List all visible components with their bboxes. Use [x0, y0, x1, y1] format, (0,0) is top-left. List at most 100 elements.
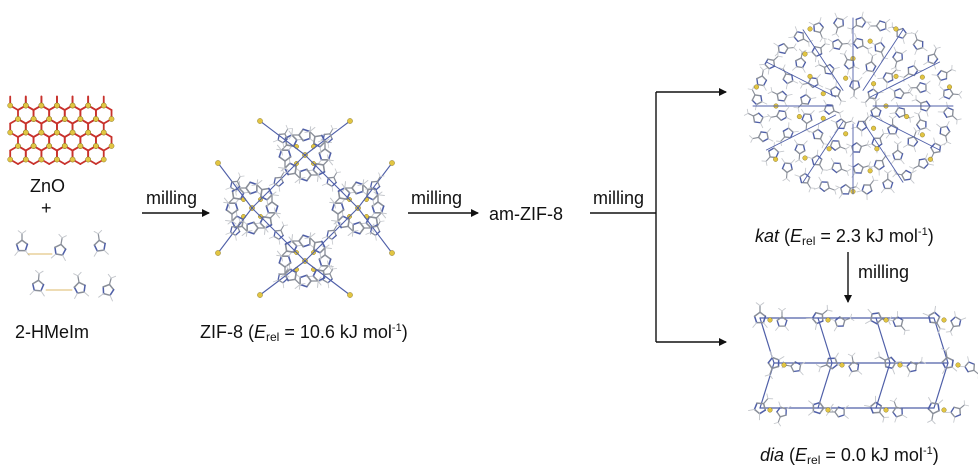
h-bond [889, 116, 892, 119]
h-bond [820, 170, 824, 174]
h-bond [835, 34, 839, 37]
h-bond [915, 112, 919, 115]
h-bond [890, 23, 894, 27]
bond [880, 29, 886, 31]
bond [837, 141, 842, 147]
h-bond [821, 144, 825, 148]
methyl-bond [863, 46, 868, 49]
h-bond [763, 86, 767, 91]
imidazole-ring [224, 198, 239, 224]
bond [878, 138, 884, 144]
h-bond [750, 139, 753, 143]
imidazole-ring [878, 64, 903, 88]
zn-atom [70, 103, 75, 108]
bond [819, 133, 825, 139]
bond [755, 93, 761, 98]
h-bond [84, 291, 89, 296]
imidazole-ring [771, 402, 791, 427]
h-bond [886, 29, 890, 32]
imidazole-ring [857, 174, 880, 199]
methyl-bond [323, 160, 328, 165]
h-bond [946, 330, 950, 334]
h-bond [22, 231, 26, 234]
h-bond [881, 188, 884, 192]
bond [818, 159, 824, 165]
bond [857, 127, 862, 131]
h-bond [959, 91, 962, 95]
bond [950, 110, 956, 116]
h-bond [779, 355, 784, 361]
bond [74, 282, 80, 287]
bond [795, 144, 797, 150]
methyl-bond [98, 234, 99, 241]
h-bond [884, 132, 888, 136]
zn-atom [389, 250, 394, 255]
h-bond [959, 95, 962, 99]
h-bond [949, 332, 953, 336]
bond [853, 38, 856, 43]
bond [288, 276, 295, 283]
h-bond [815, 150, 820, 155]
h-bond [826, 86, 831, 91]
bond [835, 358, 837, 364]
bond [345, 188, 350, 193]
h-bond [817, 61, 821, 65]
bond [929, 312, 935, 315]
methyl-bond [896, 174, 902, 175]
bond [94, 245, 97, 252]
h-bond [793, 79, 798, 84]
h-bond [796, 108, 800, 112]
bond [279, 157, 285, 161]
imidazole-ring [767, 107, 791, 124]
h-bond [753, 323, 757, 328]
bond [784, 409, 788, 415]
imidazole-ring [890, 86, 913, 101]
bond [912, 40, 918, 45]
methyl-bond [829, 188, 835, 190]
h-bond [844, 415, 848, 418]
methyl-bond [822, 310, 827, 314]
bond [832, 163, 834, 169]
h-bond [928, 162, 933, 167]
h-bond [912, 147, 917, 152]
methyl-bond [820, 32, 822, 38]
h-bond [748, 87, 752, 91]
methyl-bond [762, 70, 763, 76]
h-bond [809, 21, 814, 26]
zn-atom [947, 85, 952, 90]
imidazole-ring [749, 392, 776, 420]
h-bond [893, 47, 897, 52]
h-bond [840, 52, 844, 56]
zn-atom [797, 114, 802, 119]
methyl-bond [334, 172, 337, 177]
h-bond [756, 303, 760, 306]
methyl-bond [819, 65, 824, 68]
zn-atom [54, 157, 59, 162]
h-bond [58, 234, 62, 237]
h-bond [785, 326, 788, 330]
h-bond [940, 327, 945, 331]
h-bond [848, 372, 852, 377]
bond [376, 226, 382, 231]
bond [299, 235, 303, 241]
bond [356, 182, 363, 184]
methyl-bond [895, 62, 897, 68]
h-bond [757, 414, 763, 420]
bond [285, 163, 290, 168]
h-bond [860, 12, 865, 17]
zn-atom [23, 103, 28, 108]
zn-atom [920, 75, 925, 80]
h-bond [855, 183, 858, 187]
bond [862, 191, 867, 195]
bond [867, 190, 872, 196]
bond [949, 321, 955, 326]
bond [925, 159, 928, 164]
methyl-bond [348, 226, 353, 231]
bond [898, 106, 904, 111]
bond [300, 285, 307, 287]
h-bond [844, 149, 848, 153]
h-bond [891, 188, 894, 192]
methyl-bond [764, 399, 768, 404]
bond [789, 128, 793, 132]
imidazole-ring [295, 167, 321, 182]
